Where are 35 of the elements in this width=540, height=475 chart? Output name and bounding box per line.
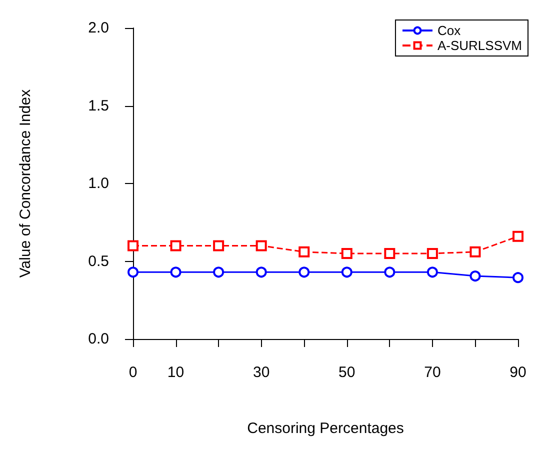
point xyxy=(341,266,352,278)
point xyxy=(213,240,224,252)
point xyxy=(426,266,438,278)
y-tick-label: 0.0 xyxy=(88,330,109,348)
x-tick-label: 10 xyxy=(167,364,184,381)
point xyxy=(426,248,438,259)
point xyxy=(470,270,481,282)
point xyxy=(256,266,267,278)
point xyxy=(512,230,524,242)
point xyxy=(512,272,524,284)
point xyxy=(170,266,182,278)
point xyxy=(213,266,224,278)
y-axis-title: Value of Concordance Index xyxy=(17,88,34,278)
point xyxy=(298,246,310,258)
point xyxy=(384,248,396,259)
x-tick-label: 90 xyxy=(510,364,526,381)
point xyxy=(256,240,267,252)
point xyxy=(341,248,352,259)
x-tick-label: 0 xyxy=(128,364,138,381)
point xyxy=(170,240,182,252)
point xyxy=(384,266,396,278)
y-tick-label: 1.0 xyxy=(88,175,109,192)
point xyxy=(470,246,481,258)
x-tick-label: 50 xyxy=(338,364,356,381)
y-tick-label: 2.0 xyxy=(88,20,109,36)
x-axis-title: Censoring Percentages xyxy=(247,420,404,437)
legend-label: A-SURLSSVM xyxy=(437,38,522,53)
y-tick-label: 1.5 xyxy=(88,97,109,114)
point xyxy=(298,266,310,278)
point xyxy=(128,266,138,278)
y-tick-label: 0.5 xyxy=(88,252,109,270)
legend-label: Cox xyxy=(437,23,462,38)
point xyxy=(128,240,138,252)
x-tick-label: 70 xyxy=(424,364,441,381)
x-tick-label: 30 xyxy=(252,364,270,381)
